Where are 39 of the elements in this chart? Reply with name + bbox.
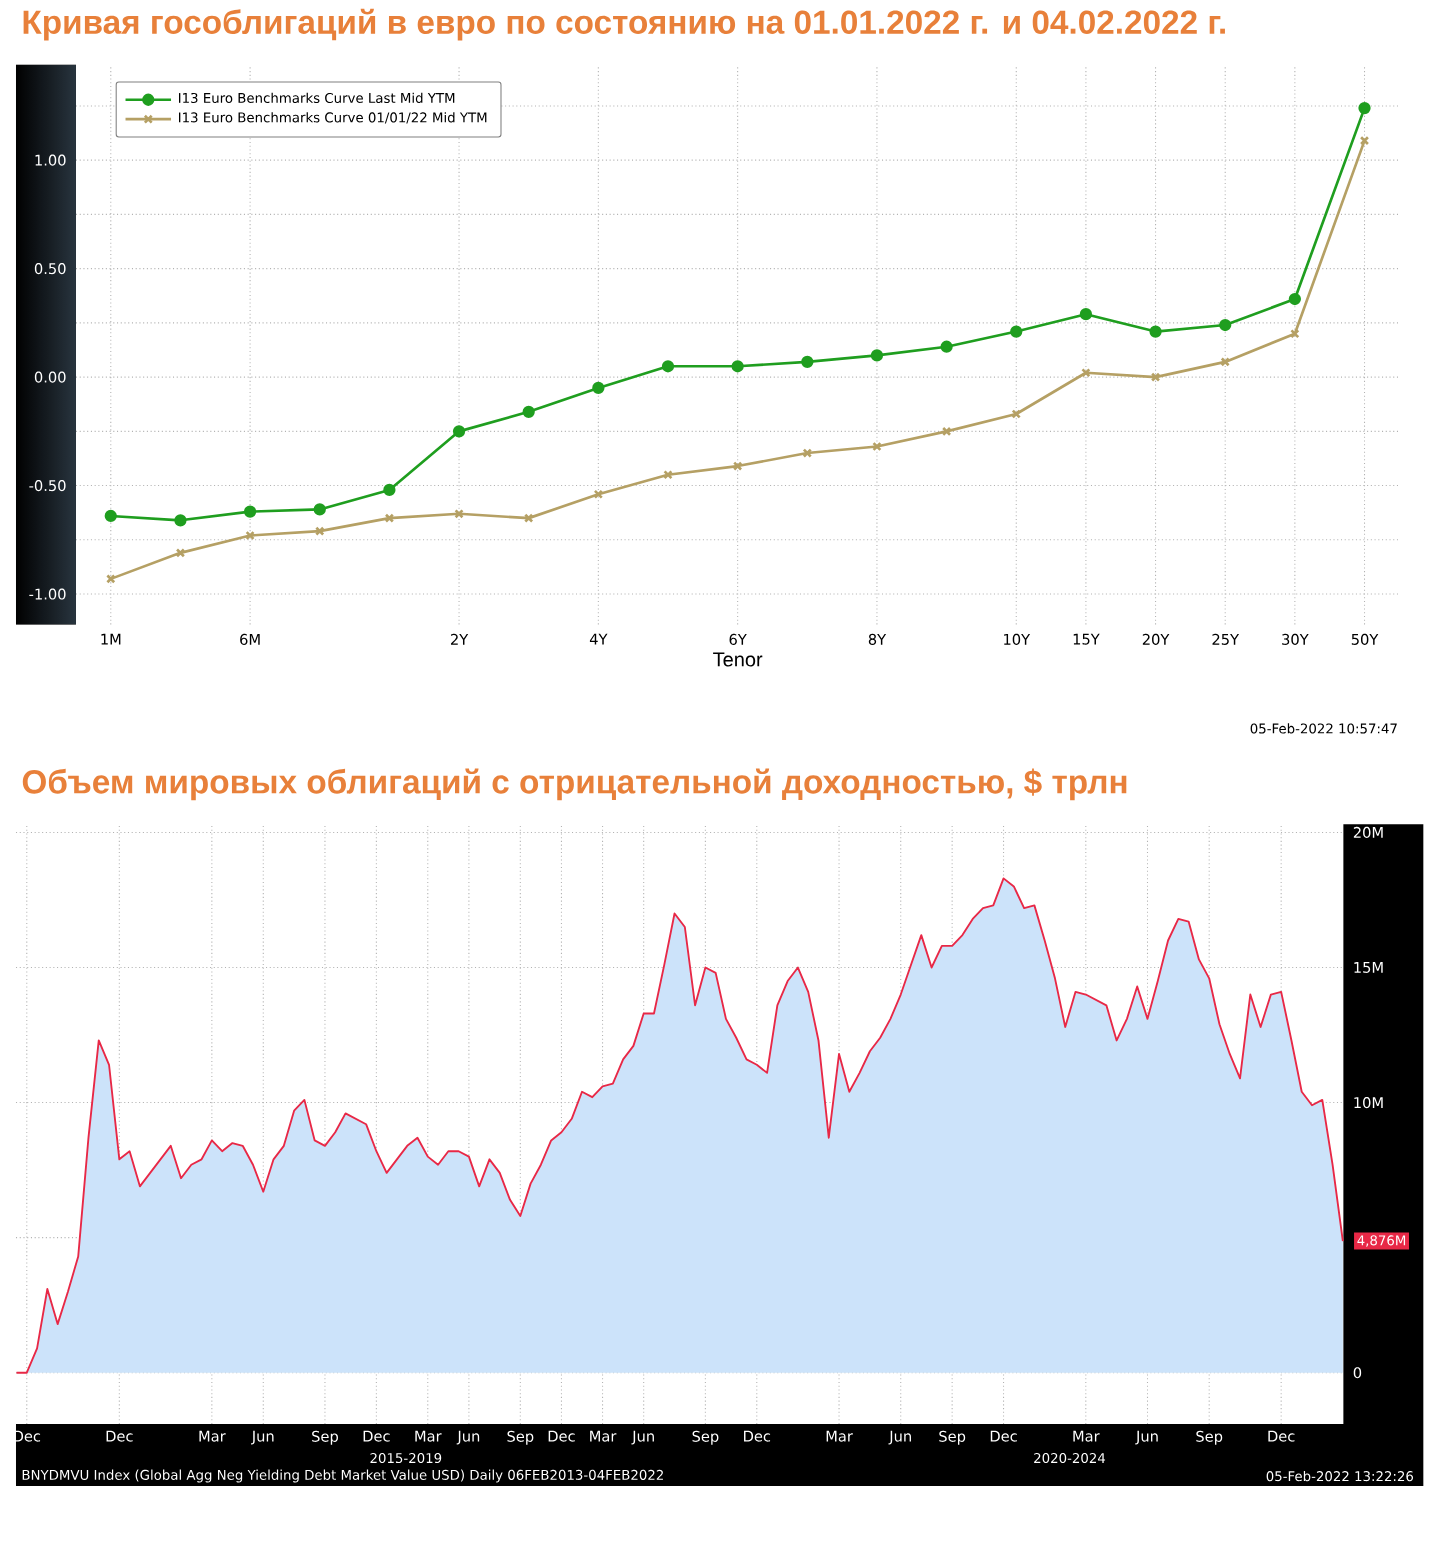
point bbox=[453, 425, 466, 438]
point bbox=[454, 509, 465, 519]
point bbox=[383, 483, 396, 497]
point bbox=[1149, 325, 1163, 338]
point bbox=[1011, 409, 1022, 419]
point bbox=[662, 360, 675, 373]
point bbox=[244, 505, 257, 518]
x-axis-title: Tenor bbox=[713, 652, 763, 667]
point bbox=[1358, 101, 1371, 115]
point bbox=[385, 513, 395, 523]
point bbox=[871, 349, 884, 362]
point bbox=[174, 514, 187, 527]
point bbox=[524, 513, 534, 523]
point bbox=[522, 405, 536, 418]
point bbox=[940, 340, 954, 353]
point bbox=[1289, 292, 1302, 306]
point bbox=[1080, 308, 1093, 321]
point bbox=[104, 509, 118, 523]
point bbox=[942, 426, 952, 437]
point bbox=[245, 530, 256, 541]
point bbox=[315, 526, 325, 536]
point bbox=[313, 503, 327, 516]
point bbox=[872, 441, 883, 452]
chart-title: Кривая гособлигаций в евро по состоянию на 01.01.2022 г. и 04.02.2022 г. bbox=[23, 8, 1226, 41]
point bbox=[176, 548, 186, 558]
point bbox=[1220, 357, 1231, 367]
point bbox=[1081, 368, 1091, 378]
point bbox=[1151, 372, 1161, 382]
point bbox=[1219, 318, 1232, 332]
point bbox=[1010, 325, 1023, 338]
point bbox=[801, 355, 814, 369]
point bbox=[593, 489, 604, 499]
point bbox=[1290, 328, 1300, 339]
point bbox=[733, 461, 743, 471]
point bbox=[802, 448, 813, 458]
point bbox=[592, 381, 605, 395]
chart-title: Объем мировых облигаций с отрицательной доходностью, $ трлн bbox=[23, 768, 1127, 801]
point bbox=[731, 360, 745, 373]
point bbox=[663, 470, 674, 480]
